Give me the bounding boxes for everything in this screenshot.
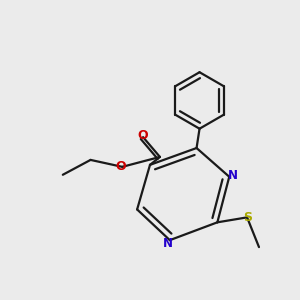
Text: N: N [228,169,238,182]
Text: S: S [244,211,253,224]
Text: O: O [138,129,148,142]
Text: O: O [116,160,126,173]
Text: N: N [163,237,173,250]
